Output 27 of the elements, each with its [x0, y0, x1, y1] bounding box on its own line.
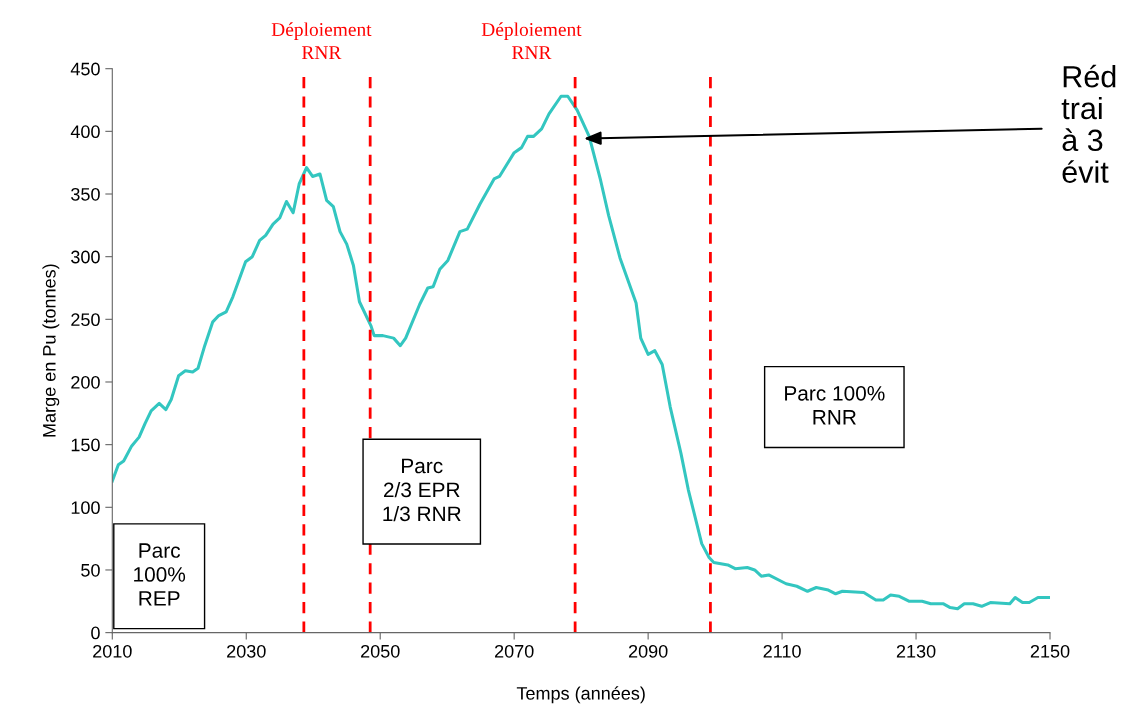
x-tick-label: 2110 [763, 644, 801, 658]
text: Réd trai à 3 évit [1061, 64, 1116, 183]
line-series [112, 94, 1051, 611]
y-tick-label: 450 [70, 62, 100, 76]
y-tick-label: 300 [71, 250, 100, 264]
x-tick-label: 2090 [628, 644, 668, 658]
x-axis-title: Temps (années) [516, 686, 645, 704]
x-tick-label: 2070 [495, 644, 534, 658]
y-tick-label: 400 [70, 125, 100, 139]
x-tick-label: 2130 [896, 644, 936, 658]
y-tick-label: 150 [71, 438, 100, 452]
y-tick-label: 350 [71, 187, 100, 201]
x-tick-label: 2030 [227, 644, 266, 658]
y-tick-label: 250 [71, 313, 100, 327]
text: Déploiement RNR [481, 22, 582, 59]
annotation: Parc 2/3 EPR 1/3 RNR [383, 458, 461, 522]
y-axis-title: Marge en Pu (tonnes) [42, 264, 60, 437]
y-tick-label: 200 [71, 375, 100, 389]
y-tick-label: 100 [71, 501, 100, 515]
y-tick-label: 50 [81, 563, 100, 577]
text: Déploiement RNR [271, 22, 372, 59]
y-tick-label: 0 [91, 626, 100, 640]
annotation: Parc 100% REP [134, 543, 186, 606]
x-tick-label: 2010 [93, 644, 132, 658]
x-tick-label: 2050 [361, 644, 400, 658]
x-tick-label: 2150 [1030, 644, 1070, 658]
annotation: Parc 100% RNR [785, 385, 885, 425]
